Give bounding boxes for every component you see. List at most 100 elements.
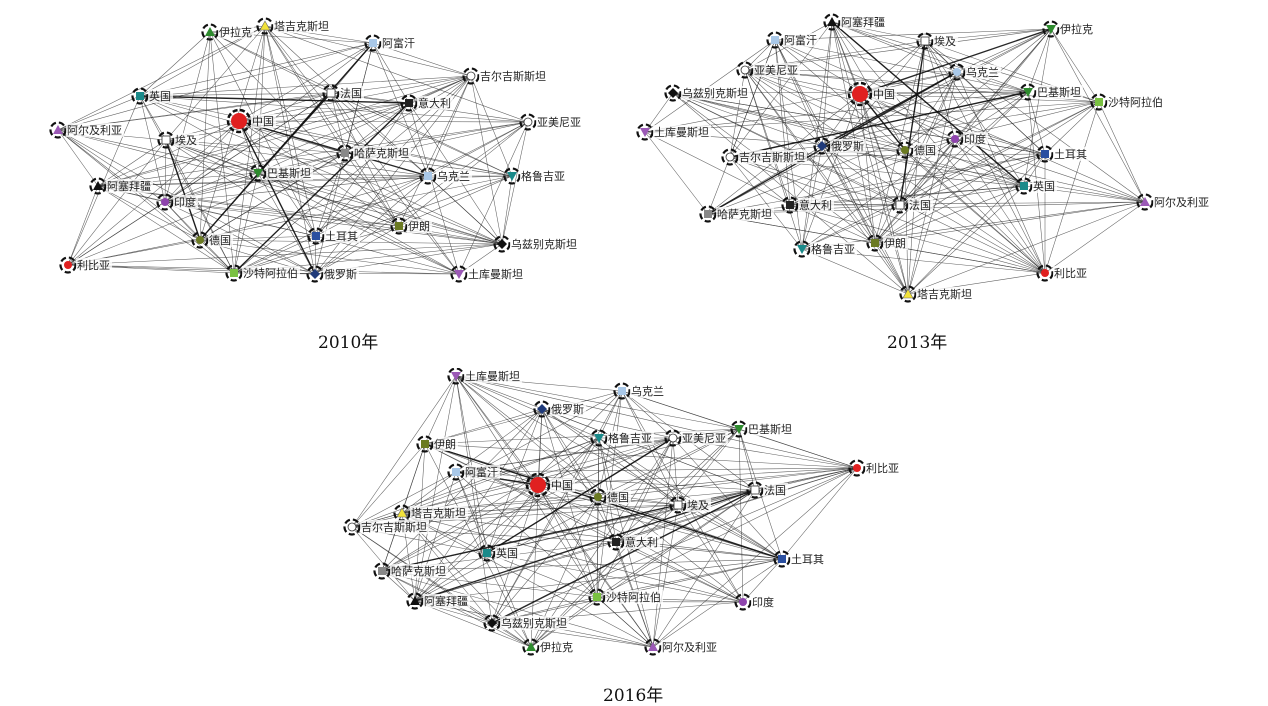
node-marker [725, 152, 735, 162]
node[interactable]: 阿富汗 [447, 463, 501, 481]
node[interactable]: 印度 [734, 593, 777, 611]
node[interactable]: 埃及 [669, 496, 712, 514]
node-label: 塔吉克斯坦 [274, 19, 329, 33]
node[interactable]: 埃及 [157, 131, 200, 149]
node[interactable]: 乌克兰 [613, 382, 667, 400]
node[interactable]: 法国 [322, 84, 365, 102]
node[interactable]: 哈萨克斯坦 [373, 562, 449, 580]
node-degree-ring [588, 588, 606, 606]
node[interactable]: 巴基斯坦 [1019, 83, 1084, 101]
edge-line [774, 28, 1052, 41]
node[interactable]: 塔吉克斯坦 [393, 504, 469, 522]
node[interactable]: 英国 [478, 544, 521, 562]
node[interactable]: 土耳其 [307, 227, 361, 245]
node[interactable]: 利比亚 [59, 256, 113, 274]
node[interactable]: 阿尔及利亚 [49, 121, 125, 139]
node-marker [771, 36, 779, 44]
node-degree-ring [343, 518, 361, 536]
node[interactable]: 沙特阿拉伯 [588, 588, 664, 606]
node-label-bg [536, 115, 583, 129]
node[interactable]: 阿富汗 [766, 31, 820, 49]
node[interactable]: 阿塞拜疆 [823, 13, 888, 31]
node[interactable]: 伊拉克 [522, 638, 576, 656]
edge-line [907, 138, 956, 295]
node[interactable]: 哈萨克斯坦 [699, 205, 775, 223]
node[interactable]: 伊朗 [416, 435, 459, 453]
node[interactable]: 塔吉克斯坦 [256, 17, 332, 35]
node[interactable]: 乌兹别克斯坦 [493, 235, 580, 253]
node-degree-ring [447, 368, 465, 385]
edge-line [801, 101, 1100, 250]
node[interactable]: 乌克兰 [948, 63, 1002, 81]
node[interactable]: 中国 [226, 108, 276, 134]
node[interactable]: 意大利 [607, 533, 661, 551]
node[interactable]: 巴基斯坦 [730, 420, 795, 438]
node[interactable]: 伊拉克 [201, 23, 255, 41]
node[interactable]: 埃及 [916, 32, 959, 50]
node[interactable]: 格鲁吉亚 [503, 167, 568, 185]
node[interactable]: 俄罗斯 [306, 265, 360, 283]
node[interactable]: 亚美尼亚 [519, 113, 584, 131]
node[interactable]: 土耳其 [773, 550, 827, 568]
node[interactable]: 亚美尼亚 [736, 61, 801, 79]
node[interactable]: 哈萨克斯坦 [336, 144, 412, 162]
edge-line [596, 596, 654, 648]
node[interactable]: 土耳其 [1036, 145, 1090, 163]
node[interactable]: 沙特阿拉伯 [225, 264, 301, 282]
node[interactable]: 亚美尼亚 [664, 429, 729, 447]
node[interactable]: 吉尔吉斯斯坦 [343, 518, 430, 536]
node[interactable]: 土库曼斯坦 [450, 265, 526, 283]
node[interactable]: 阿尔及利亚 [1136, 193, 1212, 211]
node[interactable]: 巴基斯坦 [249, 164, 314, 182]
edge-line [615, 437, 674, 543]
node[interactable]: 意大利 [400, 94, 454, 112]
node[interactable]: 利比亚 [848, 459, 902, 477]
edge-line [97, 139, 167, 187]
node[interactable]: 土库曼斯坦 [447, 368, 523, 385]
node[interactable]: 格鲁吉亚 [793, 240, 858, 258]
node[interactable]: 中国 [847, 81, 897, 107]
node[interactable]: 阿塞拜疆 [89, 177, 154, 195]
node[interactable]: 印度 [156, 193, 199, 211]
edge-line [414, 552, 488, 602]
node[interactable]: 伊朗 [866, 234, 909, 252]
node[interactable]: 乌兹别克斯坦 [483, 614, 570, 632]
node[interactable]: 中国 [525, 472, 575, 498]
node[interactable]: 俄罗斯 [533, 400, 587, 418]
node[interactable]: 俄罗斯 [813, 137, 867, 155]
node[interactable]: 土库曼斯坦 [636, 123, 712, 141]
node[interactable]: 英国 [1015, 177, 1058, 195]
edge-line [729, 156, 901, 206]
node[interactable]: 乌克兰 [419, 167, 473, 185]
node[interactable]: 阿尔及利亚 [644, 638, 720, 656]
node[interactable]: 阿塞拜疆 [406, 592, 471, 610]
edge-line [414, 541, 617, 602]
node[interactable]: 利比亚 [1036, 264, 1090, 282]
node-marker [421, 440, 429, 448]
edge-line [904, 71, 958, 151]
node[interactable]: 伊拉克 [1042, 20, 1096, 38]
node[interactable]: 沙特阿拉伯 [1090, 93, 1166, 111]
node[interactable]: 法国 [746, 481, 789, 499]
edge-line [209, 31, 235, 274]
node[interactable]: 伊朗 [390, 217, 433, 235]
node[interactable]: 英国 [131, 87, 174, 105]
node[interactable]: 格鲁吉亚 [590, 429, 655, 447]
node[interactable]: 吉尔吉斯斯坦 [462, 67, 549, 85]
node-marker [410, 596, 420, 605]
edge-line [530, 408, 543, 648]
node[interactable]: 德国 [896, 141, 939, 159]
node[interactable]: 塔吉克斯坦 [899, 285, 975, 303]
node[interactable]: 吉尔吉斯斯坦 [721, 148, 808, 166]
node[interactable]: 印度 [946, 130, 989, 148]
node[interactable]: 德国 [589, 488, 632, 506]
node[interactable]: 德国 [191, 231, 234, 249]
node[interactable]: 意大利 [781, 196, 835, 214]
node[interactable]: 乌兹别克斯坦 [664, 84, 751, 102]
edge-line [344, 152, 400, 227]
node[interactable]: 阿富汗 [364, 34, 418, 52]
node-degree-ring [478, 544, 496, 562]
node-label: 土耳其 [1054, 148, 1087, 161]
edge-line [455, 375, 600, 439]
node[interactable]: 法国 [891, 196, 934, 214]
